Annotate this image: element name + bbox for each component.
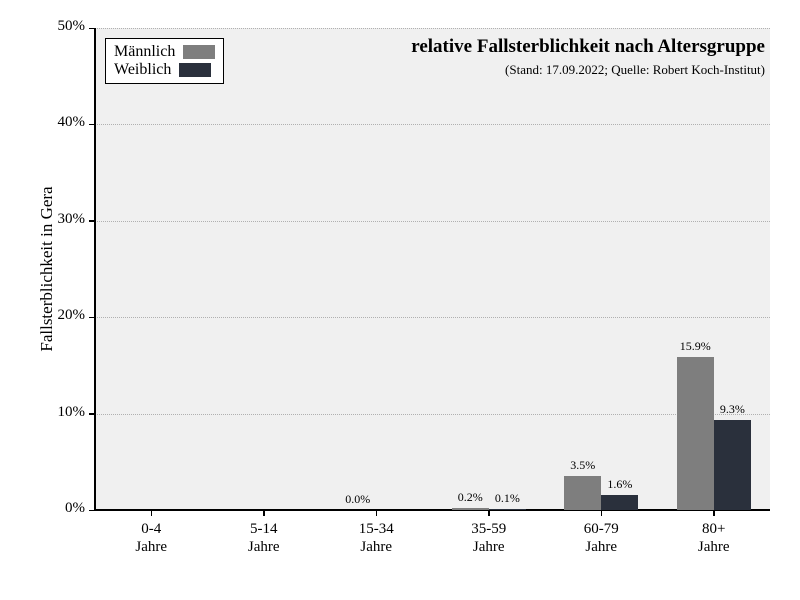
bar-female: [714, 420, 751, 510]
x-tick-label: 5-14 Jahre: [208, 520, 321, 556]
legend-label-male: Männlich: [114, 43, 175, 61]
bar-value-label: 3.5%: [558, 458, 607, 473]
y-axis-label: Fallsterblichkeit in Gera: [37, 139, 57, 399]
x-tick-mark: [151, 510, 153, 516]
bar-value-label: 1.6%: [595, 477, 644, 492]
legend: Männlich Weiblich: [105, 38, 224, 84]
y-tick-mark: [89, 413, 95, 415]
legend-item-female: Weiblich: [114, 61, 215, 79]
legend-swatch-female: [179, 63, 211, 77]
gridline: [95, 124, 770, 125]
chart-title: relative Fallsterblichkeit nach Altersgr…: [411, 36, 765, 58]
gridline: [95, 221, 770, 222]
y-tick-mark: [89, 510, 95, 512]
x-tick-label: 80+ Jahre: [658, 520, 771, 556]
x-tick-mark: [263, 510, 265, 516]
legend-item-male: Männlich: [114, 43, 215, 61]
y-axis-line: [94, 28, 96, 510]
y-tick-label: 10%: [41, 404, 85, 421]
y-tick-label: 0%: [41, 500, 85, 517]
bar-female: [601, 495, 638, 510]
bar-value-label: 0.0%: [333, 492, 382, 507]
bar-value-label: 9.3%: [708, 402, 757, 417]
x-tick-label: 0-4 Jahre: [95, 520, 208, 556]
bar-male: [677, 357, 714, 510]
y-tick-mark: [89, 28, 95, 30]
x-axis-line: [95, 509, 770, 511]
legend-label-female: Weiblich: [114, 61, 171, 79]
gridline: [95, 28, 770, 29]
bar-value-label: 15.9%: [671, 339, 720, 354]
y-tick-mark: [89, 124, 95, 126]
gridline: [95, 414, 770, 415]
x-tick-label: 35-59 Jahre: [433, 520, 546, 556]
legend-swatch-male: [183, 45, 215, 59]
bar-male: [452, 508, 489, 510]
bar-female: [489, 509, 526, 510]
plot-area: [95, 28, 770, 510]
y-tick-mark: [89, 220, 95, 222]
y-tick-mark: [89, 317, 95, 319]
chart-subtitle: (Stand: 17.09.2022; Quelle: Robert Koch-…: [505, 62, 765, 78]
y-tick-label: 50%: [41, 18, 85, 35]
chart-container: 0%10%20%30%40%50% 0-4 Jahre5-14 Jahre15-…: [0, 0, 800, 600]
x-tick-mark: [488, 510, 490, 516]
x-tick-mark: [376, 510, 378, 516]
x-tick-label: 15-34 Jahre: [320, 520, 433, 556]
x-tick-mark: [601, 510, 603, 516]
x-tick-mark: [713, 510, 715, 516]
bar-value-label: 0.1%: [483, 491, 532, 506]
x-tick-label: 60-79 Jahre: [545, 520, 658, 556]
gridline: [95, 317, 770, 318]
y-tick-label: 40%: [41, 114, 85, 131]
